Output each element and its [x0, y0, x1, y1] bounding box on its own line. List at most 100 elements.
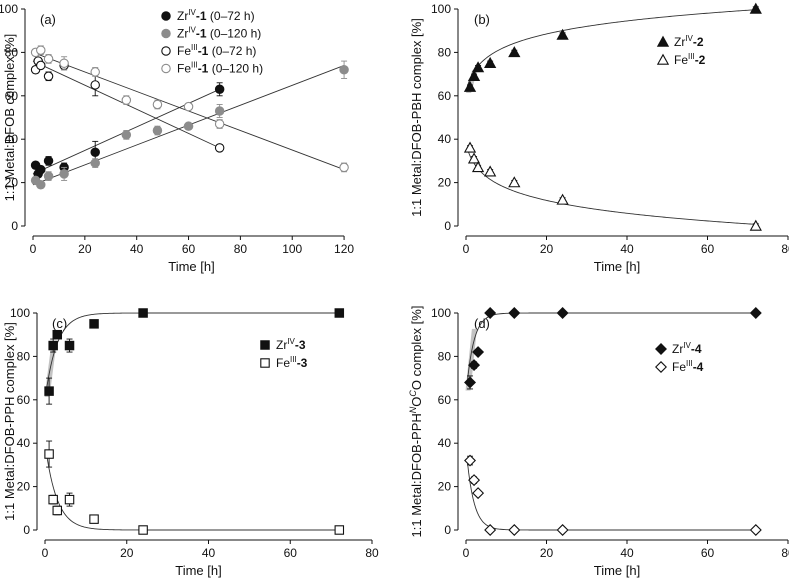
- series-2: [464, 454, 762, 536]
- data-point: [464, 454, 477, 467]
- data-point: [89, 514, 99, 524]
- data-point: [484, 524, 497, 536]
- data-point: [36, 180, 46, 190]
- y-tick-label: 80: [5, 45, 19, 59]
- data-point: [90, 67, 100, 77]
- data-point: [90, 80, 100, 90]
- legend-entry: ZrIV-3: [260, 337, 306, 352]
- data-point: [44, 386, 54, 396]
- legend-entry: ZrIV-1 (0–120 h): [161, 26, 261, 41]
- data-point: [556, 193, 569, 205]
- data-point: [183, 101, 194, 112]
- data-point: [43, 54, 54, 64]
- panel-label: (a): [40, 12, 56, 27]
- legend-entry: FeIII-1 (0–120 h): [161, 61, 263, 76]
- y-axis-label: 1:1 Metal:DFOB-PBH complex [%]: [409, 18, 424, 217]
- data-point: [468, 359, 481, 372]
- x-axis-label: Time [h]: [594, 563, 640, 578]
- x-tick-label: 80: [234, 242, 248, 256]
- legend-label: ZrIV-3: [276, 337, 306, 352]
- legend-entry: FeIII-4: [655, 359, 704, 374]
- series-1: [463, 2, 762, 93]
- x-tick-label: 20: [78, 242, 92, 256]
- data-point: [52, 329, 63, 340]
- y-tick-label: 20: [17, 480, 31, 494]
- x-tick-label: 80: [781, 546, 789, 560]
- data-point: [467, 69, 481, 81]
- legend-entry: FeIII-2: [656, 52, 706, 67]
- y-axis-label: 1:1 Metal:DFOB-PPH complex [%]: [2, 322, 17, 521]
- series-2: [44, 440, 345, 535]
- y-tick-label: 0: [444, 523, 451, 537]
- y-tick-label: 80: [438, 349, 452, 363]
- y-tick-label: 0: [23, 523, 30, 537]
- y-tick-label: 100: [10, 306, 30, 320]
- x-tick-label: 80: [365, 546, 379, 560]
- legend-label: FeIII-1 (0–120 h): [177, 61, 263, 76]
- y-tick-label: 0: [11, 219, 18, 233]
- data-point: [508, 46, 521, 58]
- legend-entry: FeIII-1 (0–72 h): [161, 43, 256, 58]
- legend-entry: ZrIV-2: [656, 34, 704, 49]
- y-tick-label: 40: [438, 132, 452, 146]
- y-tick-label: 40: [5, 132, 19, 146]
- data-point: [556, 524, 569, 536]
- data-point: [44, 449, 54, 459]
- x-tick-label: 40: [620, 546, 634, 560]
- y-axis-label: 1:1 Metal:DFOB-PPHNOCO complex [%]: [408, 306, 424, 538]
- data-point: [556, 28, 569, 40]
- data-point: [90, 147, 100, 157]
- data-point: [484, 307, 497, 319]
- data-point: [48, 494, 58, 505]
- legend-marker: [655, 361, 667, 373]
- chart-panel-1: 0 20 40 60 80 100 0 20 40 60 80 100 120 Time [h] 1:1 M…: [0, 2, 354, 274]
- data-point: [508, 307, 521, 319]
- data-point: [43, 171, 54, 181]
- data-point: [48, 340, 58, 351]
- data-point: [36, 45, 46, 55]
- legend-marker: [260, 358, 270, 368]
- data-point: [749, 307, 762, 319]
- y-tick-label: 60: [438, 89, 452, 103]
- data-point: [471, 61, 485, 73]
- data-point: [138, 525, 148, 535]
- data-point: [463, 141, 477, 153]
- y-tick-label: 40: [17, 436, 31, 450]
- data-point: [43, 71, 54, 82]
- data-point: [334, 525, 345, 535]
- legend-label: ZrIV-1 (0–72 h): [177, 8, 255, 23]
- data-point: [121, 130, 132, 140]
- fit-curve: [466, 312, 756, 383]
- data-point: [749, 2, 762, 14]
- y-tick-label: 60: [17, 393, 31, 407]
- x-tick-label: 40: [202, 546, 216, 560]
- data-point: [138, 308, 148, 318]
- fit-curve: [466, 460, 756, 531]
- data-point: [472, 487, 485, 500]
- x-tick-label: 120: [334, 242, 354, 256]
- data-point: [152, 125, 163, 136]
- data-point: [556, 307, 569, 319]
- x-tick-label: 0: [463, 546, 470, 560]
- legend-label: FeIII-2: [674, 52, 706, 67]
- data-point: [152, 99, 163, 110]
- legend-marker: [656, 35, 670, 47]
- data-point: [90, 158, 100, 168]
- x-axis-label: Time [h]: [175, 563, 221, 578]
- legend-marker: [260, 340, 270, 350]
- data-point: [214, 119, 225, 129]
- legend-label: FeIII-1 (0–72 h): [177, 43, 256, 58]
- y-tick-label: 40: [438, 436, 452, 450]
- legend-label: FeIII-3: [276, 355, 308, 370]
- data-point: [214, 143, 225, 153]
- data-point: [334, 308, 345, 318]
- panel-label: (d): [474, 316, 490, 331]
- data-point: [484, 165, 497, 177]
- legend-marker: [161, 11, 171, 21]
- series-2: [463, 141, 762, 231]
- y-tick-label: 60: [5, 89, 19, 103]
- series-1: [44, 308, 345, 405]
- chart-panel-3: 0 20 40 60 80 100 0 20 40 60 80 Time [h] 1:1 Metal:D…: [2, 306, 379, 578]
- x-tick-label: 40: [620, 242, 634, 256]
